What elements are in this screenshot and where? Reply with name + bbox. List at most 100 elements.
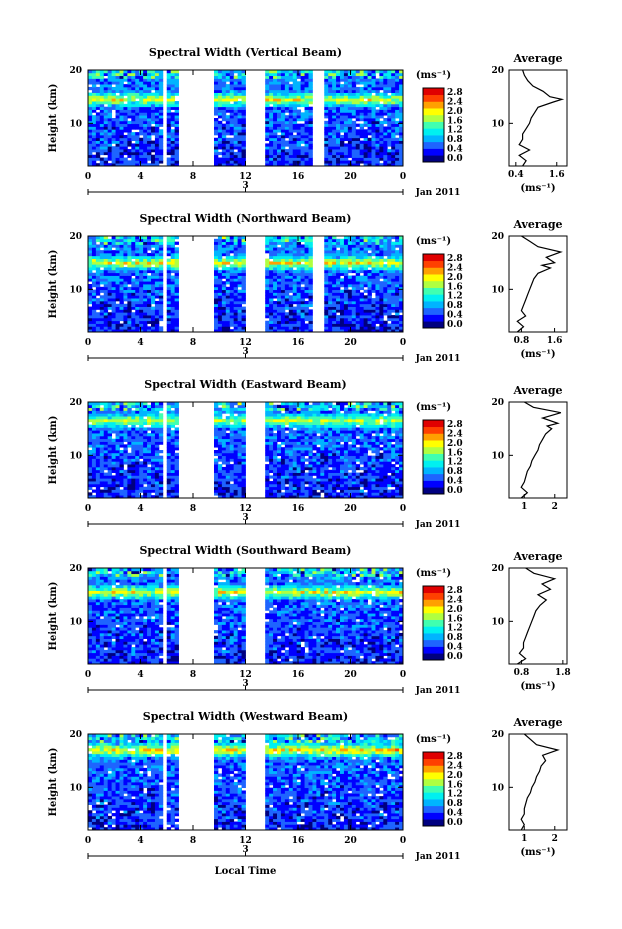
heatmap-cell (95, 289, 101, 293)
heatmap-cell (241, 129, 246, 133)
heatmap-cell (273, 89, 278, 93)
heatmap-cell (324, 326, 329, 330)
heatmap-cell (351, 92, 357, 96)
heatmap-cell (170, 78, 176, 82)
heatmap-cell (139, 478, 144, 482)
heatmap-cell (229, 151, 235, 156)
heatmap-cell (107, 101, 113, 105)
heatmap-cell (332, 160, 337, 164)
heatmap-cell (371, 320, 376, 324)
heatmap-cell (221, 143, 227, 147)
heatmap-cell (324, 101, 329, 105)
heatmap-cell (288, 160, 294, 164)
heatmap-cell (324, 252, 329, 257)
heatmap-cell (308, 292, 313, 296)
heatmap-cell (359, 323, 365, 327)
heatmap-cell (95, 315, 101, 319)
heatmap-cell (154, 95, 160, 99)
heatmap-cell (300, 134, 305, 139)
heatmap-cell (166, 101, 172, 105)
heatmap-cell (103, 258, 109, 262)
heatmap-cell (214, 92, 219, 96)
heatmap-cell (166, 272, 172, 276)
heatmap-cell (375, 115, 380, 119)
heatmap-cell (170, 455, 176, 459)
heatmap-cell (170, 495, 176, 499)
heatmap-cell (123, 407, 128, 411)
heatmap-cell (99, 438, 105, 442)
heatmap-cell (367, 84, 372, 88)
heatmap-cell (332, 298, 337, 302)
heatmap-cell (217, 402, 223, 406)
heatmap-cell (111, 455, 116, 459)
heatmap-cell (139, 278, 144, 282)
heatmap-cell (158, 70, 164, 74)
heatmap-cell (225, 120, 231, 125)
heatmap-cell (332, 120, 337, 125)
heatmap-cell (166, 410, 172, 414)
heatmap-cell (383, 329, 388, 333)
heatmap-cell (147, 269, 152, 274)
heatmap-cell (367, 75, 372, 79)
heatmap-cell (154, 247, 160, 251)
heatmap-cell (131, 421, 136, 425)
heatmap-cell (359, 72, 365, 77)
heatmap-cell (340, 112, 345, 116)
y-tick-label: 10 (69, 285, 82, 295)
heatmap-cell (103, 286, 109, 291)
heatmap-cell (371, 115, 376, 119)
heatmap-cell (127, 495, 132, 499)
heatmap-cell (280, 267, 286, 271)
heatmap-cell (328, 134, 333, 139)
heatmap-cell (304, 292, 309, 296)
heatmap-cell (241, 151, 246, 156)
heatmap-cell (225, 461, 231, 465)
heatmap-cell (119, 106, 124, 110)
heatmap-cell (174, 120, 179, 125)
heatmap-cell (391, 295, 396, 299)
heatmap-cell (391, 275, 396, 279)
heatmap-cell (332, 272, 337, 276)
heatmap-cell (131, 438, 136, 442)
heatmap-cell (214, 103, 219, 108)
heatmap-cell (379, 250, 384, 254)
heatmap-cell (237, 89, 242, 93)
heatmap-cell (88, 300, 93, 305)
heatmap-cell (277, 281, 282, 285)
heatmap-cell (328, 264, 333, 268)
heatmap-cell (147, 101, 152, 105)
heatmap-cell (391, 292, 396, 296)
heatmap-cell (351, 149, 357, 153)
heatmap-cell (127, 129, 132, 133)
heatmap-cell (166, 120, 172, 125)
heatmap-cell (91, 247, 97, 251)
heatmap-cell (379, 292, 384, 296)
heatmap-cell (88, 140, 93, 144)
heatmap-cell (355, 289, 361, 293)
heatmap-cell (336, 306, 341, 310)
heatmap-cell (225, 252, 231, 257)
colorbar-segment (423, 128, 444, 136)
heatmap-cell (277, 98, 282, 102)
heatmap-cell (375, 238, 380, 243)
heatmap-cell (154, 416, 160, 420)
heatmap-cell (371, 317, 376, 322)
heatmap-cell (115, 112, 120, 116)
heatmap-cell (395, 112, 400, 116)
heatmap-cell (308, 284, 313, 288)
heatmap-cell (395, 236, 400, 240)
heatmap-cell (131, 103, 136, 108)
heatmap-cell (383, 146, 388, 150)
heatmap-cell (174, 309, 179, 313)
heatmap-cell (174, 89, 179, 93)
heatmap-cell (103, 112, 109, 116)
heatmap-cell (139, 160, 144, 164)
heatmap-cell (351, 134, 357, 139)
heatmap-cell (387, 289, 392, 293)
heatmap-cell (336, 264, 341, 268)
heatmap-cell (123, 492, 128, 496)
heatmap-cell (166, 312, 172, 316)
heatmap-cell (111, 421, 116, 425)
heatmap-cell (131, 475, 136, 479)
heatmap-cell (336, 244, 341, 248)
